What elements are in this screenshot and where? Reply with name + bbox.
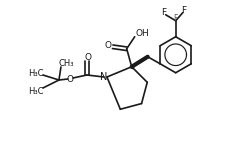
Text: F: F	[161, 8, 166, 17]
Text: OH: OH	[135, 29, 149, 38]
Text: O: O	[104, 41, 111, 50]
Text: F: F	[173, 14, 177, 23]
Text: N: N	[100, 72, 107, 82]
Text: H₃C: H₃C	[28, 87, 43, 96]
Text: H₃C: H₃C	[28, 68, 43, 77]
Text: CH₃: CH₃	[58, 59, 73, 68]
Text: F: F	[180, 6, 185, 15]
Text: O: O	[66, 75, 73, 84]
Text: O: O	[84, 52, 91, 61]
